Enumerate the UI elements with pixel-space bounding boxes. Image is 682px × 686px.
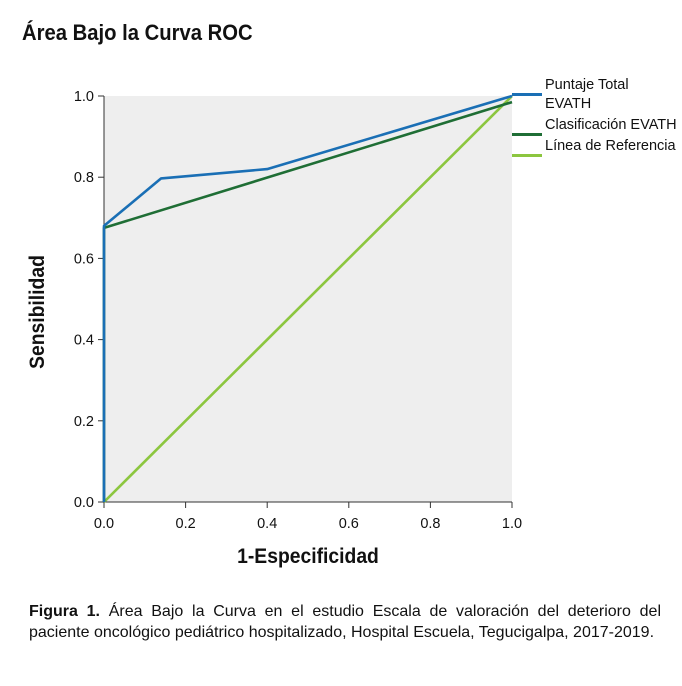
- legend-label: Puntaje Total EVATH: [545, 77, 629, 112]
- figure-caption: Figura 1. Área Bajo la Curva en el estud…: [29, 601, 661, 643]
- y-tick-label: 0.8: [74, 170, 94, 186]
- legend-item-puntaje-total: Puntaje Total EVATH: [512, 76, 677, 114]
- legend-item-linea-referencia: Línea de Referencia: [512, 137, 677, 157]
- x-tick-label: 0.0: [94, 516, 114, 532]
- series-line-2: [103, 95, 513, 503]
- x-tick-label: 0.8: [420, 516, 440, 532]
- chart-title: Área Bajo la Curva ROC: [22, 20, 253, 45]
- x-tick-label: 0.6: [339, 516, 359, 532]
- x-axis-label: 1-Especificidad: [237, 545, 379, 568]
- roc-chart: 0.0 0.2 0.4 0.6 0.8 1.0 0.0 0.2 0.4 0.6 0.8 1.0: [74, 89, 522, 532]
- legend-label: Clasificación EVATH: [545, 117, 677, 133]
- caption-label: Figura 1.: [29, 603, 100, 620]
- series-line-0: [102, 94, 513, 502]
- y-axis-label: Sensibilidad: [26, 255, 49, 369]
- legend-item-clasificacion: Clasificación EVATH: [512, 116, 677, 136]
- x-tick-label: 0.2: [176, 516, 196, 532]
- y-tick-label: 0.4: [74, 333, 94, 349]
- legend-label: Línea de Referencia: [545, 138, 676, 154]
- x-tick-label: 0.4: [257, 516, 277, 532]
- y-tick-label: 0.6: [74, 251, 94, 267]
- y-tick-label: 1.0: [74, 89, 94, 105]
- caption-text: Área Bajo la Curva en el estudio Escala …: [29, 603, 662, 641]
- legend: Puntaje Total EVATH Clasificación EVATH …: [512, 76, 677, 158]
- legend-swatch: [512, 133, 542, 136]
- legend-swatch: [512, 93, 542, 96]
- x-tick-label: 1.0: [502, 516, 522, 532]
- y-tick-label: 0.0: [74, 495, 94, 511]
- legend-swatch: [512, 154, 542, 157]
- y-tick-label: 0.2: [74, 414, 94, 430]
